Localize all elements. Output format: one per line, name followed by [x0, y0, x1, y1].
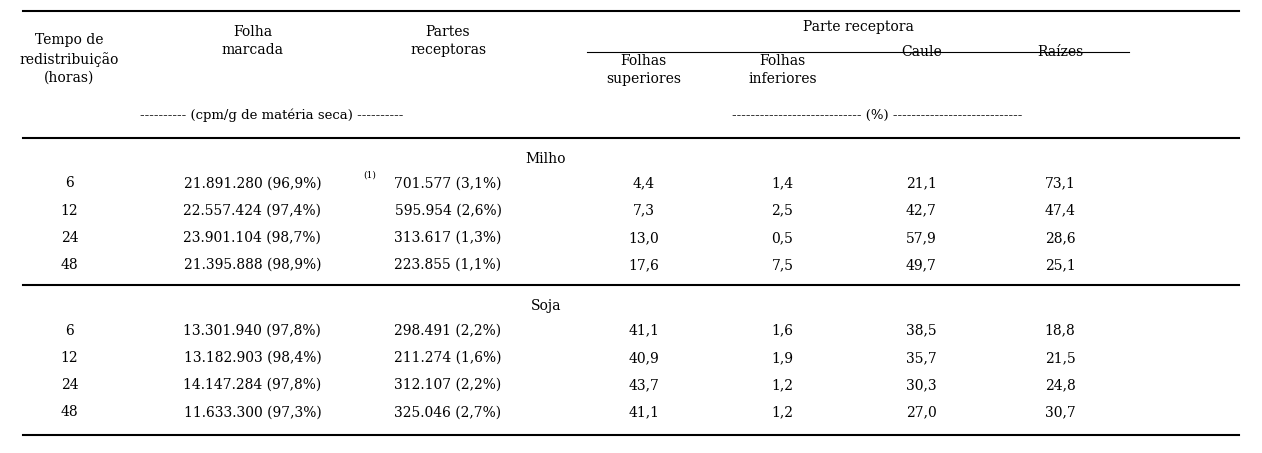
- Text: 21.395.888 (98,9%): 21.395.888 (98,9%): [184, 258, 321, 272]
- Text: 312.107 (2,2%): 312.107 (2,2%): [395, 378, 501, 392]
- Text: 1,4: 1,4: [771, 177, 794, 190]
- Text: 18,8: 18,8: [1045, 324, 1075, 337]
- Text: 1,2: 1,2: [771, 378, 794, 392]
- Text: 1,9: 1,9: [771, 351, 794, 365]
- Text: 298.491 (2,2%): 298.491 (2,2%): [395, 324, 501, 337]
- Text: 13.301.940 (97,8%): 13.301.940 (97,8%): [183, 324, 322, 337]
- Text: 25,1: 25,1: [1045, 258, 1075, 272]
- Text: 313.617 (1,3%): 313.617 (1,3%): [394, 231, 502, 245]
- Text: 23.901.104 (98,7%): 23.901.104 (98,7%): [183, 231, 322, 245]
- Text: 2,5: 2,5: [771, 204, 794, 217]
- Text: 22.557.424 (97,4%): 22.557.424 (97,4%): [183, 204, 322, 217]
- Text: 211.274 (1,6%): 211.274 (1,6%): [394, 351, 502, 365]
- Text: 12: 12: [61, 351, 78, 365]
- Text: Folhas
superiores: Folhas superiores: [606, 54, 681, 87]
- Text: ---------------------------- (%) ----------------------------: ---------------------------- (%) -------…: [732, 109, 1022, 122]
- Text: 1,6: 1,6: [771, 324, 794, 337]
- Text: 1,2: 1,2: [771, 405, 794, 419]
- Text: 21,1: 21,1: [906, 177, 936, 190]
- Text: 57,9: 57,9: [906, 231, 936, 245]
- Text: 17,6: 17,6: [628, 258, 659, 272]
- Text: 14.147.284 (97,8%): 14.147.284 (97,8%): [183, 378, 322, 392]
- Text: Folha
marcada: Folha marcada: [221, 24, 284, 57]
- Text: 47,4: 47,4: [1045, 204, 1075, 217]
- Text: Parte receptora: Parte receptora: [803, 20, 914, 34]
- Text: 7,5: 7,5: [771, 258, 794, 272]
- Text: 24,8: 24,8: [1045, 378, 1075, 392]
- Text: 48: 48: [61, 258, 78, 272]
- Text: Caule: Caule: [901, 45, 941, 59]
- Text: 325.046 (2,7%): 325.046 (2,7%): [395, 405, 501, 419]
- Text: 38,5: 38,5: [906, 324, 936, 337]
- Text: 13.182.903 (98,4%): 13.182.903 (98,4%): [183, 351, 322, 365]
- Text: Partes
receptoras: Partes receptoras: [410, 24, 486, 57]
- Text: 42,7: 42,7: [906, 204, 936, 217]
- Text: Folhas
inferiores: Folhas inferiores: [748, 54, 817, 87]
- Text: 43,7: 43,7: [628, 378, 659, 392]
- Text: 595.954 (2,6%): 595.954 (2,6%): [395, 204, 501, 217]
- Text: Tempo de
redistribuição
(horas): Tempo de redistribuição (horas): [20, 33, 119, 85]
- Text: 41,1: 41,1: [628, 324, 659, 337]
- Text: 21,5: 21,5: [1045, 351, 1075, 365]
- Text: 11.633.300 (97,3%): 11.633.300 (97,3%): [183, 405, 322, 419]
- Text: 6: 6: [66, 177, 73, 190]
- Text: 48: 48: [61, 405, 78, 419]
- Text: 0,5: 0,5: [771, 231, 794, 245]
- Text: Soja: Soja: [530, 299, 562, 313]
- Text: 13,0: 13,0: [628, 231, 659, 245]
- Text: 49,7: 49,7: [906, 258, 936, 272]
- Text: 21.891.280 (96,9%): 21.891.280 (96,9%): [183, 177, 322, 190]
- Text: 41,1: 41,1: [628, 405, 659, 419]
- Text: (1): (1): [363, 171, 376, 180]
- Text: 4,4: 4,4: [632, 177, 655, 190]
- Text: 7,3: 7,3: [632, 204, 655, 217]
- Text: 30,7: 30,7: [1045, 405, 1075, 419]
- Text: 35,7: 35,7: [906, 351, 936, 365]
- Text: Milho: Milho: [525, 152, 567, 165]
- Text: 6: 6: [66, 324, 73, 337]
- Text: Raízes: Raízes: [1037, 45, 1083, 59]
- Text: 30,3: 30,3: [906, 378, 936, 392]
- Text: 40,9: 40,9: [628, 351, 659, 365]
- Text: 223.855 (1,1%): 223.855 (1,1%): [395, 258, 501, 272]
- Text: 24: 24: [61, 231, 78, 245]
- Text: 73,1: 73,1: [1045, 177, 1075, 190]
- Text: 701.577 (3,1%): 701.577 (3,1%): [394, 177, 502, 190]
- Text: 28,6: 28,6: [1045, 231, 1075, 245]
- Text: 12: 12: [61, 204, 78, 217]
- Text: 27,0: 27,0: [906, 405, 936, 419]
- Text: ---------- (cpm/g de matéria seca) ----------: ---------- (cpm/g de matéria seca) -----…: [140, 109, 403, 122]
- Text: 24: 24: [61, 378, 78, 392]
